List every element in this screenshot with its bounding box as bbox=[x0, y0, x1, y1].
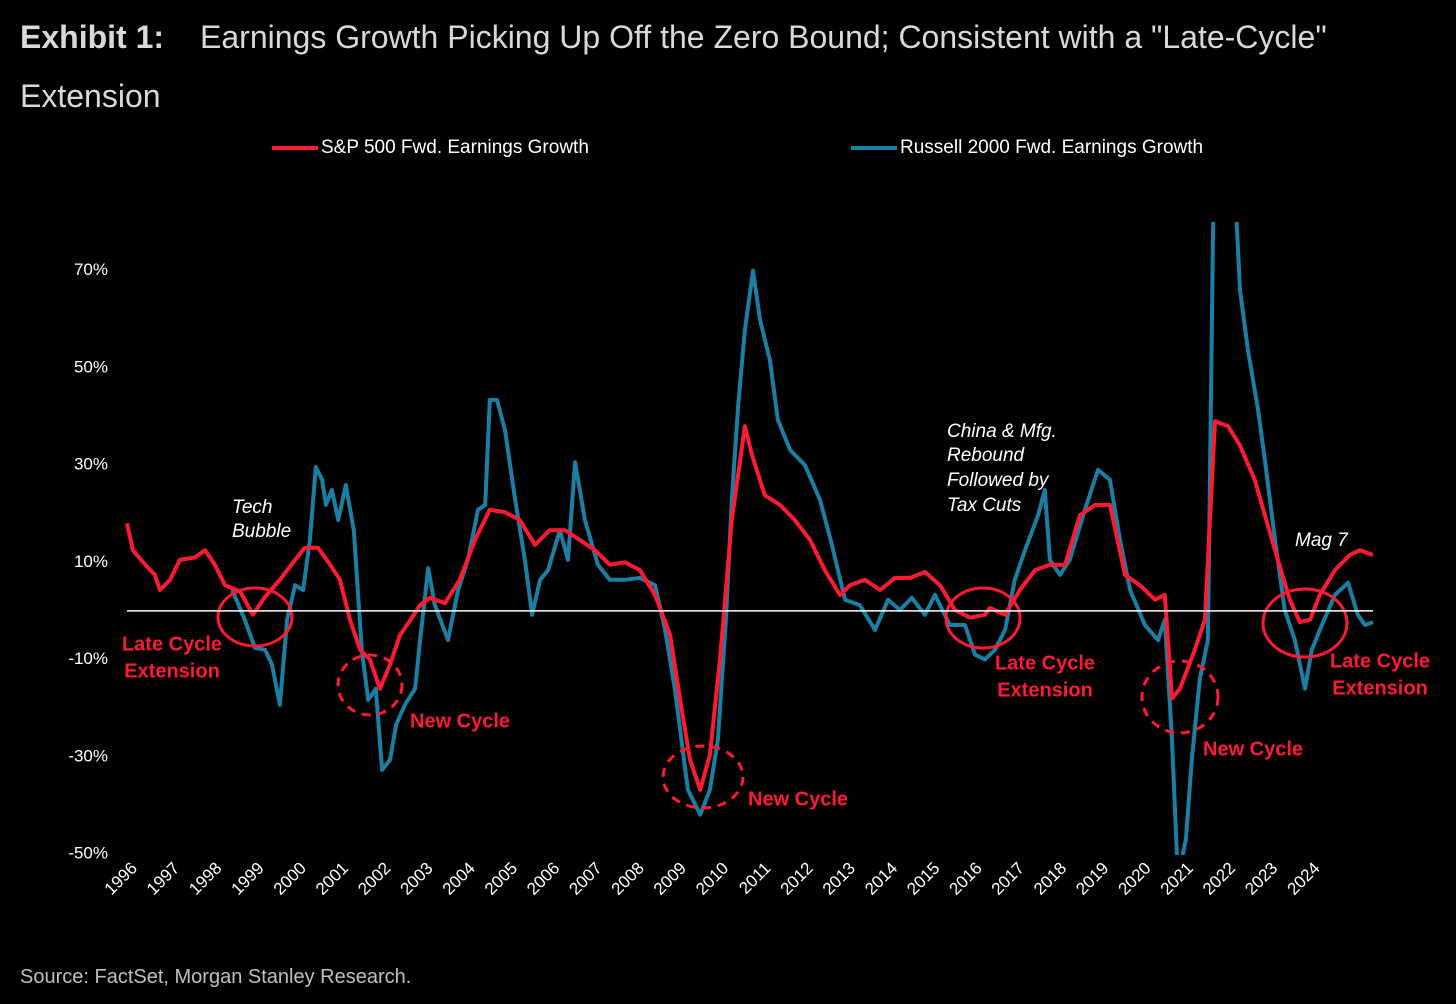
x-tick-label: 2012 bbox=[777, 859, 817, 899]
annotation: Followed by bbox=[947, 470, 1050, 491]
annotation: New Cycle bbox=[410, 710, 510, 732]
x-tick-label: 1996 bbox=[101, 859, 141, 899]
annotation: Tax Cuts bbox=[947, 495, 1022, 516]
x-tick-label: 2024 bbox=[1283, 859, 1323, 899]
x-tick-label: 2017 bbox=[988, 859, 1028, 899]
highlight-circles bbox=[216, 586, 1349, 810]
x-tick-label: 2004 bbox=[439, 859, 479, 899]
y-tick-label: 10% bbox=[74, 552, 108, 571]
x-tick-label: 2005 bbox=[481, 859, 521, 899]
circle bbox=[1140, 659, 1220, 735]
x-tick-label: 2010 bbox=[692, 859, 732, 899]
y-tick-label: -50% bbox=[68, 843, 108, 862]
x-tick-label: 2003 bbox=[396, 859, 436, 899]
x-tick-label: 1998 bbox=[185, 859, 225, 899]
x-tick-label: 2006 bbox=[523, 859, 563, 899]
y-tick-label: 30% bbox=[74, 455, 108, 474]
annotation: China & Mfg. bbox=[947, 421, 1057, 442]
annotation: Late Cycle bbox=[1330, 650, 1430, 672]
y-tick-label: -30% bbox=[68, 746, 108, 765]
annotation: Bubble bbox=[232, 521, 291, 542]
series-line bbox=[125, 419, 1374, 792]
circle bbox=[661, 744, 745, 810]
x-tick-label: 2000 bbox=[270, 859, 310, 899]
x-tick-label: 2013 bbox=[819, 859, 859, 899]
title-text: Earnings Growth Picking Up Off the Zero … bbox=[20, 19, 1327, 114]
x-tick-label: 2018 bbox=[1030, 859, 1070, 899]
annotation: Rebound bbox=[947, 445, 1026, 466]
x-tick-label: 2023 bbox=[1241, 859, 1281, 899]
annotation: Tech bbox=[232, 497, 273, 518]
annotation: Mag 7 bbox=[1295, 530, 1349, 551]
circle bbox=[1261, 587, 1349, 659]
x-tick-label: 2022 bbox=[1199, 859, 1239, 899]
x-tick-label: 2019 bbox=[1072, 859, 1112, 899]
x-tick-label: 2016 bbox=[946, 859, 986, 899]
circle bbox=[336, 653, 404, 717]
legend-label: Russell 2000 Fwd. Earnings Growth bbox=[900, 137, 1203, 158]
source: Source: FactSet, Morgan Stanley Research… bbox=[20, 966, 412, 988]
x-tick-label: 2009 bbox=[650, 859, 690, 899]
y-tick-label: 50% bbox=[74, 357, 108, 376]
x-tick-label: 2002 bbox=[354, 859, 394, 899]
x-tick-label: 1997 bbox=[143, 859, 183, 899]
circle bbox=[944, 586, 1022, 650]
annotation: Late Cycle bbox=[995, 652, 1095, 674]
title-label: Exhibit 1: bbox=[20, 19, 165, 55]
y-tick-label: 70% bbox=[74, 260, 108, 279]
x-tick-label: 2007 bbox=[565, 859, 605, 899]
circle bbox=[216, 586, 294, 648]
x-tick-label: 2021 bbox=[1157, 859, 1197, 899]
x-tick-label: 2020 bbox=[1115, 859, 1155, 899]
annotation: New Cycle bbox=[1203, 738, 1303, 760]
x-tick-label: 2015 bbox=[903, 859, 943, 899]
legend-label: S&P 500 Fwd. Earnings Growth bbox=[321, 137, 589, 158]
annotation: Extension bbox=[997, 679, 1093, 701]
title: Exhibit 1: Earnings Growth Picking Up Off… bbox=[20, 8, 1420, 126]
x-tick-label: 2011 bbox=[735, 859, 774, 898]
x-tick-label: 1999 bbox=[228, 859, 268, 899]
annotation: Late Cycle bbox=[122, 633, 222, 655]
y-tick-label: -10% bbox=[68, 649, 108, 668]
series-line bbox=[230, 222, 1374, 855]
annotation: Extension bbox=[124, 660, 220, 682]
x-tick-label: 2008 bbox=[608, 859, 648, 899]
annotation: New Cycle bbox=[748, 788, 848, 810]
plot-area bbox=[125, 222, 1374, 855]
annotation: Extension bbox=[1332, 677, 1428, 699]
x-tick-label: 2001 bbox=[312, 859, 352, 899]
x-tick-label: 2014 bbox=[861, 859, 901, 899]
